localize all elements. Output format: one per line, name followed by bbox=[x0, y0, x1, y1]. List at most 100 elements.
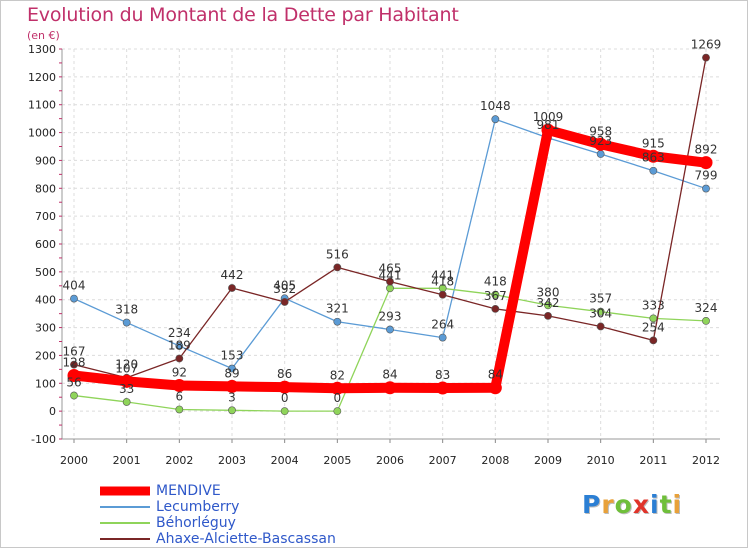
x-tick-label: 2011 bbox=[639, 454, 667, 467]
data-label: 0 bbox=[281, 391, 289, 405]
data-label: 1269 bbox=[691, 38, 722, 52]
chart-subtitle: (en €) bbox=[27, 29, 60, 42]
data-label: 380 bbox=[537, 285, 560, 299]
data-label: 958 bbox=[589, 124, 612, 138]
series-lines bbox=[67, 53, 713, 416]
x-tick-label: 2002 bbox=[165, 454, 193, 467]
chart-title: Evolution du Montant de la Dette par Hab… bbox=[27, 4, 459, 26]
data-label: 405 bbox=[273, 278, 296, 292]
y-tick-label: -100 bbox=[31, 433, 56, 446]
legend-swatch bbox=[100, 538, 150, 540]
data-point bbox=[491, 115, 500, 124]
data-point bbox=[70, 391, 78, 400]
data-label: 465 bbox=[379, 262, 402, 276]
series-0 bbox=[67, 123, 713, 395]
data-label: 923 bbox=[589, 134, 612, 148]
data-point bbox=[699, 156, 713, 170]
data-label: 1048 bbox=[480, 99, 511, 113]
data-point bbox=[386, 277, 394, 286]
data-point bbox=[225, 379, 239, 393]
data-point bbox=[596, 322, 605, 331]
data-point bbox=[438, 333, 447, 342]
data-point bbox=[278, 380, 292, 394]
data-label: 442 bbox=[221, 268, 244, 282]
data-point bbox=[280, 298, 289, 306]
data-point bbox=[488, 381, 502, 395]
x-tick-label: 2008 bbox=[481, 454, 509, 467]
grid bbox=[62, 48, 720, 440]
data-point bbox=[122, 318, 131, 327]
data-point bbox=[120, 374, 134, 388]
y-tick-label: 900 bbox=[35, 154, 56, 167]
data-point bbox=[175, 342, 184, 350]
data-label: 6 bbox=[176, 389, 184, 403]
data-label: 892 bbox=[695, 143, 718, 157]
data-point bbox=[175, 405, 184, 414]
data-label: 83 bbox=[435, 368, 450, 382]
data-label: 367 bbox=[484, 289, 507, 303]
data-label: 84 bbox=[488, 368, 503, 382]
data-label: 107 bbox=[115, 361, 138, 375]
x-tick-label: 2005 bbox=[323, 454, 351, 467]
data-point bbox=[172, 379, 186, 393]
data-label: 357 bbox=[589, 292, 612, 306]
data-point bbox=[333, 317, 342, 326]
y-tick-label: 1300 bbox=[28, 43, 56, 56]
series-3 bbox=[70, 53, 710, 382]
data-label: 82 bbox=[330, 368, 345, 382]
data-point bbox=[333, 407, 342, 416]
data-point bbox=[228, 284, 236, 292]
data-point bbox=[280, 407, 289, 416]
y-tick-label: 500 bbox=[35, 266, 56, 279]
data-point bbox=[702, 53, 710, 62]
x-tick-label: 2010 bbox=[587, 454, 615, 467]
x-tick-label: 2012 bbox=[692, 454, 720, 467]
data-point bbox=[228, 364, 236, 373]
data-label: 392 bbox=[273, 282, 296, 296]
data-label: 3 bbox=[228, 390, 236, 404]
data-label: 293 bbox=[379, 310, 402, 324]
data-label: 86 bbox=[277, 367, 292, 381]
x-tick-label: 2003 bbox=[218, 454, 246, 467]
data-label: 234 bbox=[168, 326, 191, 340]
data-label: 92 bbox=[172, 366, 187, 380]
data-point bbox=[541, 123, 555, 137]
data-label: 189 bbox=[168, 338, 191, 352]
data-point bbox=[491, 290, 500, 299]
data-label: 128 bbox=[63, 355, 86, 369]
x-tick-label: 2000 bbox=[60, 454, 88, 467]
y-tick-label: 800 bbox=[35, 182, 56, 195]
data-label: 333 bbox=[642, 298, 665, 312]
x-tick-label: 2004 bbox=[271, 454, 299, 467]
y-tick-label: 100 bbox=[35, 377, 56, 390]
y-tick-label: 1000 bbox=[28, 127, 56, 140]
legend-swatch bbox=[100, 506, 150, 508]
data-point bbox=[544, 311, 552, 320]
data-point bbox=[594, 137, 608, 151]
x-tick-label: 2009 bbox=[534, 454, 562, 467]
legend-label: Ahaxe-Alciette-Bascassan bbox=[156, 531, 336, 547]
data-point bbox=[175, 354, 184, 363]
legend-label: Lecumberry bbox=[156, 499, 240, 515]
data-point bbox=[438, 290, 447, 299]
data-label: 264 bbox=[431, 318, 454, 332]
data-label: 318 bbox=[115, 303, 138, 317]
data-label: 915 bbox=[642, 136, 665, 150]
proxiti-logo: Proxiti bbox=[582, 490, 683, 519]
x-tick-label: 2006 bbox=[376, 454, 404, 467]
legend-label: Béhorléguy bbox=[156, 515, 236, 531]
data-point bbox=[596, 307, 605, 316]
data-label: 33 bbox=[119, 382, 134, 396]
data-label: 342 bbox=[537, 296, 560, 310]
data-point bbox=[333, 263, 342, 272]
data-point bbox=[702, 316, 710, 325]
data-point bbox=[70, 294, 78, 303]
data-point bbox=[67, 368, 81, 382]
data-label: 981 bbox=[537, 118, 560, 132]
data-point bbox=[228, 406, 236, 415]
y-tick-label: 300 bbox=[35, 322, 56, 335]
data-label: 324 bbox=[695, 301, 718, 315]
data-label: 153 bbox=[221, 349, 244, 363]
data-point bbox=[649, 166, 658, 175]
series-2 bbox=[70, 284, 710, 416]
